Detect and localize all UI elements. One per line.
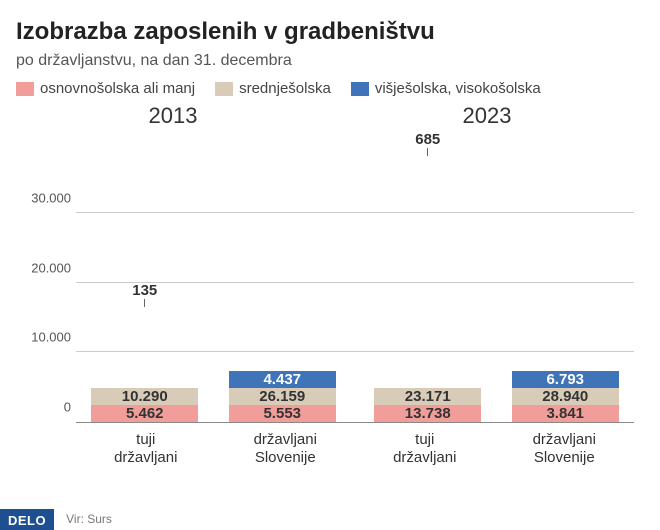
legend-item: osnovnošolska ali manj xyxy=(16,80,195,97)
bar-segment-osnovno: 5.553 xyxy=(229,405,336,422)
x-tick-line2: državljani xyxy=(355,449,495,467)
callout-tick xyxy=(427,148,428,156)
legend-item: višješolska, visokošolska xyxy=(351,80,541,97)
callout-tick xyxy=(144,299,145,307)
bar-segment-srednje: 28.940 xyxy=(512,388,619,405)
x-tick-label: tujidržavljani xyxy=(76,427,216,473)
segment-value-label: 3.841 xyxy=(546,405,584,422)
brand-badge: DELO xyxy=(0,509,54,530)
segment-value-label: 23.171 xyxy=(405,388,451,405)
footer: DELO Vir: Surs xyxy=(0,500,660,530)
legend-label: višješolska, visokošolska xyxy=(375,80,541,97)
segment-value-label: 26.159 xyxy=(259,388,305,405)
stacked-bar: 13.73823.171 xyxy=(374,388,481,422)
segment-value-label: 5.553 xyxy=(263,405,301,422)
y-tick-label: 0 xyxy=(16,400,71,415)
bar-segment-srednje: 23.171 xyxy=(374,388,481,405)
bar-group: 5.55326.1594.437 xyxy=(214,143,352,422)
segment-value-label: 5.462 xyxy=(126,405,164,422)
gridline xyxy=(76,351,634,352)
callout-value: 135 xyxy=(76,282,214,299)
x-tick-label: državljaniSlovenije xyxy=(216,427,356,473)
y-tick-label: 20.000 xyxy=(16,260,71,275)
stacked-bar: 5.55326.1594.437 xyxy=(229,371,336,422)
legend-swatch xyxy=(16,82,34,96)
y-tick-label: 10.000 xyxy=(16,330,71,345)
chart-subtitle: po državljanstvu, na dan 31. decembra xyxy=(16,52,644,70)
bar-segment-osnovno: 13.738 xyxy=(374,405,481,422)
x-tick-line1: državljani xyxy=(495,431,635,449)
x-tick-line2: Slovenije xyxy=(216,449,356,467)
segment-value-label: 4.437 xyxy=(263,371,301,388)
x-tick-line1: državljani xyxy=(216,431,356,449)
bar-segment-srednje: 10.290 xyxy=(91,388,198,405)
segment-value-label: 28.940 xyxy=(542,388,588,405)
bar-segment-osnovno: 3.841 xyxy=(512,405,619,422)
x-tick-line2: državljani xyxy=(76,449,216,467)
gridline xyxy=(76,212,634,213)
stacked-bar: 3.84128.9406.793 xyxy=(512,371,619,422)
legend-swatch xyxy=(351,82,369,96)
bar-group: 13.73823.171685 xyxy=(359,143,497,422)
gridline xyxy=(76,282,634,283)
chart-area: 5.46210.290 135 5.55326.1594.437 13.73823.1… xyxy=(16,133,644,473)
stacked-bar: 5.46210.290 xyxy=(91,388,198,422)
x-axis-labels: tujidržavljanidržavljaniSlovenijetujidrž… xyxy=(76,427,634,473)
bar-group: 3.84128.9406.793 xyxy=(497,143,635,422)
plot: 5.46210.290 135 5.55326.1594.437 13.73823.1… xyxy=(76,143,634,423)
year-labels: 2013 2023 xyxy=(16,101,644,129)
legend: osnovnošolska ali manj srednješolska viš… xyxy=(16,80,644,97)
year-label: 2023 xyxy=(330,103,644,129)
x-tick-line1: tuji xyxy=(76,431,216,449)
x-tick-label: državljaniSlovenije xyxy=(495,427,635,473)
callout-label: 685 xyxy=(359,131,497,156)
segment-value-label: 6.793 xyxy=(546,371,584,388)
x-tick-label: tujidržavljani xyxy=(355,427,495,473)
chart-title: Izobrazba zaposlenih v gradbeništvu xyxy=(16,18,644,46)
callout-label: 135 xyxy=(76,282,214,307)
year-label: 2013 xyxy=(16,103,330,129)
bar-segment-srednje: 26.159 xyxy=(229,388,336,405)
bar-segment-osnovno: 5.462 xyxy=(91,405,198,422)
callout-value: 685 xyxy=(359,131,497,148)
legend-label: srednješolska xyxy=(239,80,331,97)
bar-group: 5.46210.290 135 xyxy=(76,143,214,422)
segment-value-label: 10.290 xyxy=(122,388,168,405)
source-text: Vir: Surs xyxy=(66,512,112,526)
bar-segment-visje: 4.437 xyxy=(229,371,336,388)
y-tick-label: 30.000 xyxy=(16,190,71,205)
legend-label: osnovnošolska ali manj xyxy=(40,80,195,97)
legend-item: srednješolska xyxy=(215,80,331,97)
segment-value-label: 13.738 xyxy=(405,405,451,422)
x-tick-line1: tuji xyxy=(355,431,495,449)
legend-swatch xyxy=(215,82,233,96)
bar-segment-visje: 6.793 xyxy=(512,371,619,388)
x-tick-line2: Slovenije xyxy=(495,449,635,467)
